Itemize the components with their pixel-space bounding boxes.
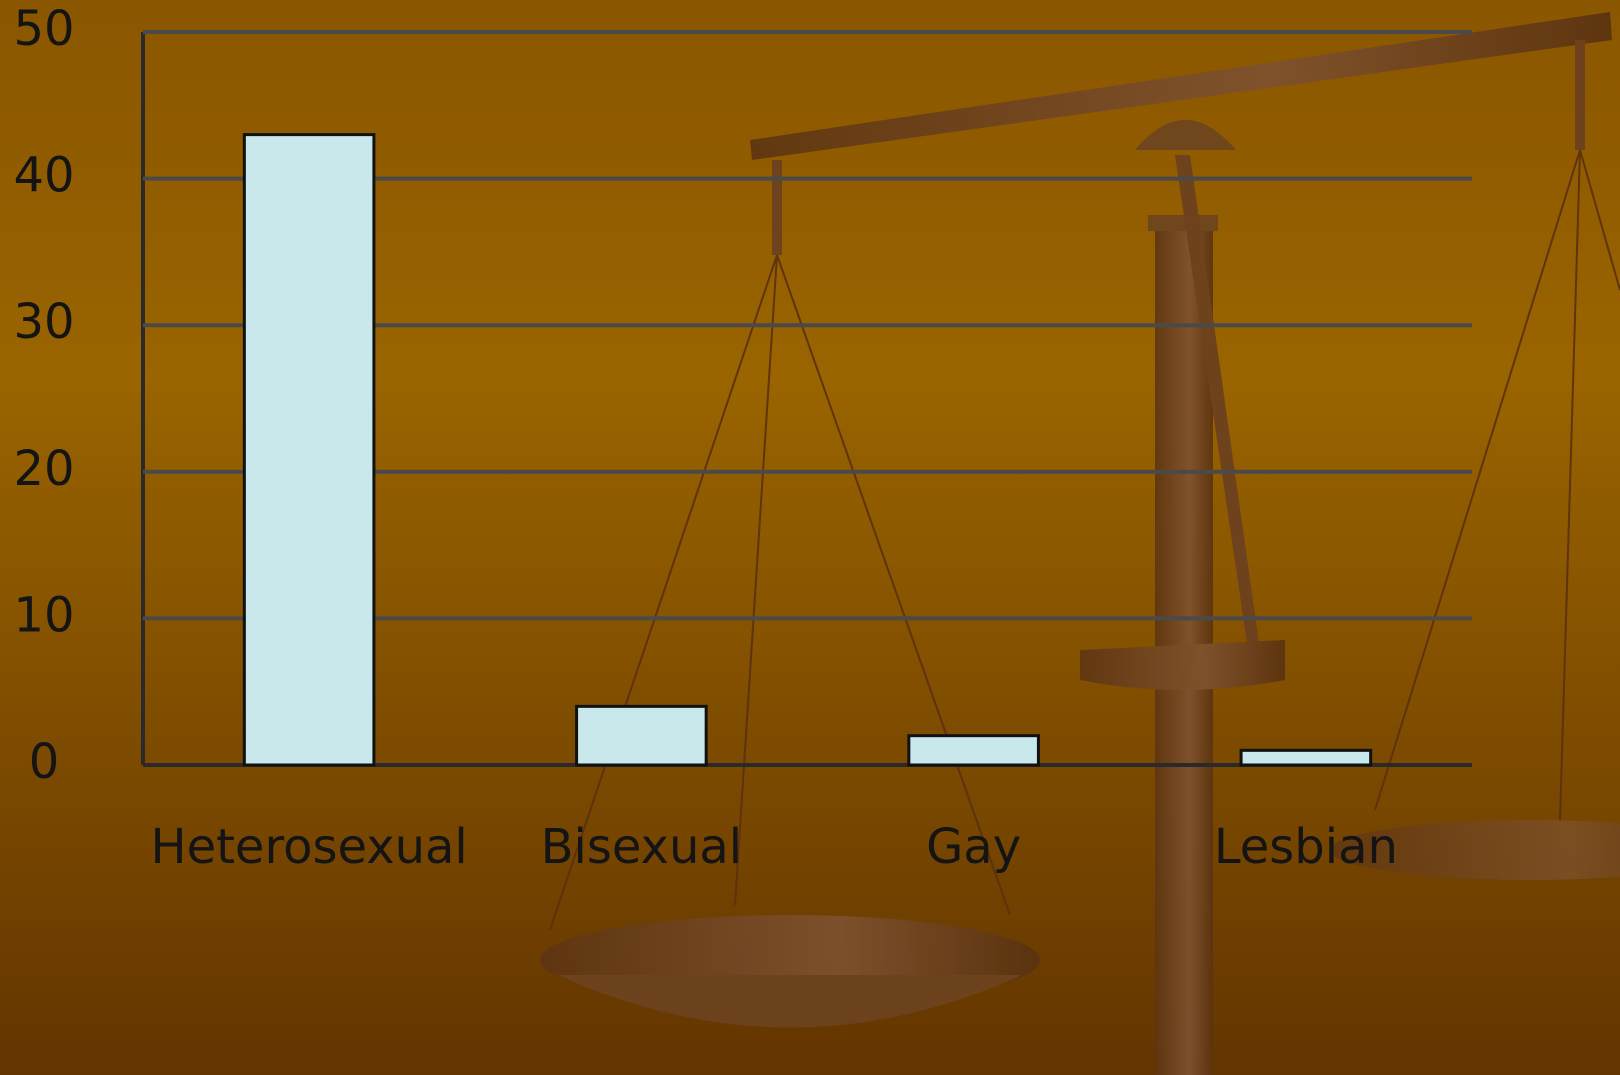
- x-tick-label: Bisexual: [541, 819, 743, 875]
- x-tick-label: Lesbian: [1214, 819, 1398, 875]
- y-tick-label: 40: [13, 148, 74, 204]
- bar: [575, 704, 708, 767]
- x-tick-label: Gay: [926, 819, 1021, 875]
- y-tick-label: 0: [29, 734, 60, 790]
- bar: [1239, 748, 1373, 767]
- y-tick-label: 30: [13, 294, 74, 350]
- bar: [907, 734, 1040, 767]
- x-tick-label: Heterosexual: [150, 819, 467, 875]
- y-tick-label: 10: [13, 587, 74, 643]
- bar: [242, 133, 376, 767]
- scale-illustration: [540, 12, 1620, 1075]
- y-tick-label: 50: [13, 1, 74, 57]
- y-tick-label: 20: [13, 441, 74, 497]
